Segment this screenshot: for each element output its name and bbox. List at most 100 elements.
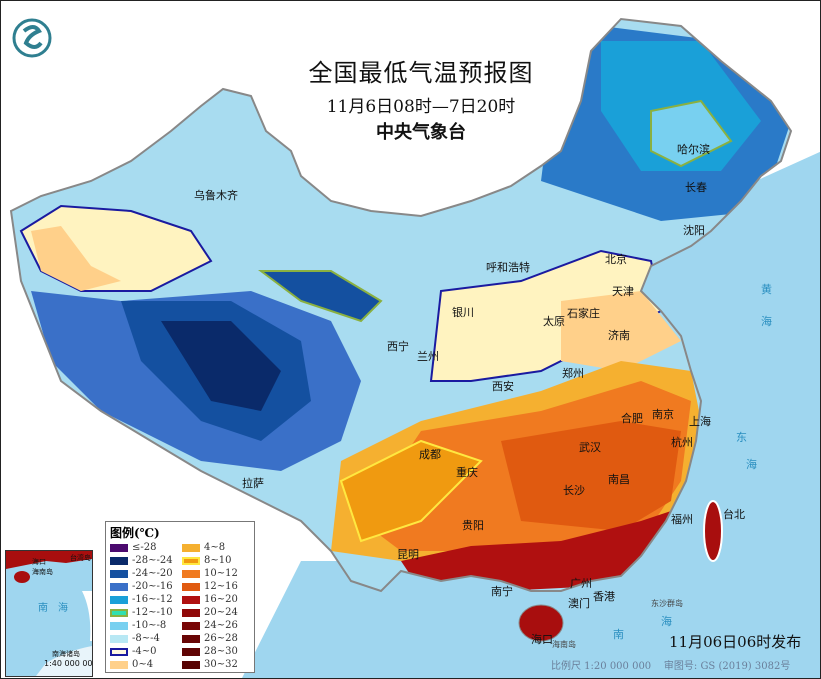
legend-swatch: [110, 569, 128, 578]
city-label: 南京: [652, 408, 674, 421]
legend-swatch: [110, 595, 128, 604]
inset-scale: 1:40 000 000: [44, 659, 93, 668]
legend-label: 0~4: [132, 659, 154, 670]
legend-swatch: [182, 647, 200, 656]
approval-number: 审图号: GS (2019) 3082号: [663, 661, 791, 672]
legend-swatch: [182, 634, 200, 643]
legend-swatch: [182, 595, 200, 604]
legend-item: 10~12: [182, 567, 254, 580]
inset-label: 台湾岛: [70, 554, 91, 562]
city-label: 南昌: [608, 473, 630, 486]
legend-item: -12~-10: [110, 606, 182, 619]
city-label: 福州: [671, 513, 693, 526]
hainan-island: [518, 604, 564, 642]
forecast-period: 11月6日08时—7日20时: [326, 97, 516, 117]
legend-item: 0~4: [110, 658, 182, 671]
legend-label: 10~12: [204, 568, 238, 579]
city-label: 太原: [543, 315, 565, 328]
legend-label: -24~-20: [132, 568, 173, 579]
legend-swatch: [110, 556, 128, 565]
legend-item: -20~-16: [110, 580, 182, 593]
scale: 比例尺 1:20 000 000: [551, 661, 652, 672]
legend-label: 12~16: [204, 581, 238, 592]
legend-item: -24~-20: [110, 567, 182, 580]
sea-label: 东: [736, 431, 747, 444]
legend-swatch: [110, 634, 128, 643]
city-label: 上海: [689, 415, 711, 428]
island-label: 海南岛: [552, 640, 576, 649]
legend-item: 4~8: [182, 541, 254, 554]
city-label: 广州: [570, 577, 592, 590]
inset-label: 南: [38, 603, 48, 614]
legend-swatch: [182, 621, 200, 630]
island-label: 东沙群岛: [651, 599, 683, 608]
city-label: 长沙: [563, 484, 585, 497]
city-label: 兰州: [417, 350, 439, 363]
legend: 图例(℃) ≤-28 -28~-24 -24~-20 -20~-16 -16~-12 -1…: [105, 521, 255, 673]
city-label: 拉萨: [242, 477, 264, 490]
city-label: 沈阳: [683, 224, 705, 237]
legend-item: 8~10: [182, 554, 254, 567]
legend-label: -20~-16: [132, 581, 173, 592]
legend-swatch: [110, 621, 128, 630]
legend-label: -8~-4: [132, 633, 160, 644]
legend-label: -10~-8: [132, 620, 167, 631]
sea-label: 海: [746, 458, 757, 471]
city-label: 台北: [723, 508, 745, 521]
legend-item: 12~16: [182, 580, 254, 593]
city-label: 北京: [605, 253, 627, 266]
legend-label: -28~-24: [132, 555, 173, 566]
legend-item: 24~26: [182, 619, 254, 632]
legend-label: 16~20: [204, 594, 238, 605]
legend-item: -28~-24: [110, 554, 182, 567]
inset-label: 南海诸岛: [52, 650, 80, 658]
taiwan-island: [703, 500, 723, 562]
issue-time: 11月06日06时发布: [669, 633, 802, 651]
legend-swatch: [182, 556, 200, 565]
city-label: 济南: [608, 329, 630, 342]
sea-label: 黄: [761, 283, 772, 296]
legend-label: 30~32: [204, 659, 238, 670]
south-china-sea-inset: 海口 海南岛 台湾岛 南 海 南海诸岛 1:40 000 000: [5, 550, 93, 677]
map-title: 全国最低气温预报图: [308, 59, 534, 87]
legend-swatch: [182, 569, 200, 578]
legend-items: ≤-28 -28~-24 -24~-20 -20~-16 -16~-12 -12~-10 -…: [110, 541, 254, 671]
sea-label: 海: [761, 315, 772, 328]
legend-swatch: [182, 660, 200, 669]
legend-item: -8~-4: [110, 632, 182, 645]
legend-label: -16~-12: [132, 594, 173, 605]
city-label: 合肥: [621, 412, 643, 425]
legend-label: 24~26: [204, 620, 238, 631]
inset-map: [6, 551, 92, 676]
legend-swatch: [110, 608, 128, 617]
city-label: 郑州: [562, 367, 584, 380]
legend-item: 20~24: [182, 606, 254, 619]
legend-swatch: [182, 582, 200, 591]
legend-swatch: [110, 582, 128, 591]
legend-title: 图例(℃): [110, 526, 160, 540]
legend-swatch: [110, 543, 128, 552]
legend-swatch: [110, 647, 128, 656]
city-label: 澳门: [568, 597, 590, 610]
city-label: 石家庄: [567, 307, 600, 320]
legend-label: 28~30: [204, 646, 238, 657]
legend-item: -10~-8: [110, 619, 182, 632]
legend-label: -4~0: [132, 646, 157, 657]
city-label: 贵阳: [462, 519, 484, 532]
city-label: 昆明: [397, 548, 419, 561]
legend-label: 8~10: [204, 555, 232, 566]
city-label: 哈尔滨: [677, 143, 710, 156]
city-label: 武汉: [579, 441, 601, 454]
legend-label: ≤-28: [132, 542, 157, 553]
inset-label: 海南岛: [32, 568, 53, 576]
legend-item: -16~-12: [110, 593, 182, 606]
legend-swatch: [110, 660, 128, 669]
city-label: 香港: [593, 590, 615, 603]
legend-item: -4~0: [110, 645, 182, 658]
inset-label: 海: [58, 603, 68, 614]
legend-label: 4~8: [204, 542, 226, 553]
legend-swatch: [182, 543, 200, 552]
city-label: 乌鲁木齐: [194, 189, 238, 202]
